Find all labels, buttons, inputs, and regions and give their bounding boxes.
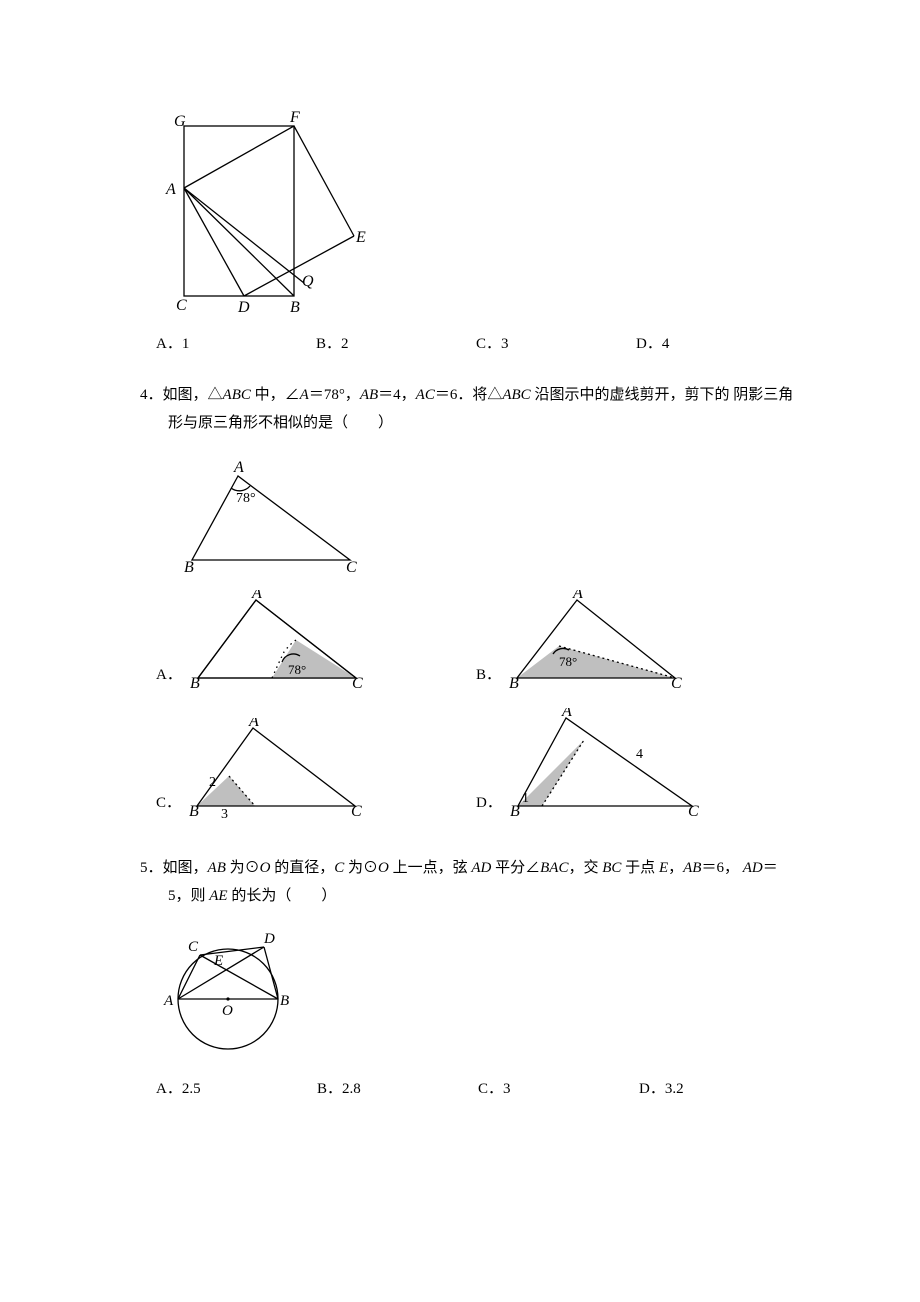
lbl-B: B: [290, 299, 300, 316]
q4-t6: 沿图示中的虚线剪开，剪下的: [531, 387, 730, 403]
lbl-G: G: [174, 113, 186, 130]
q4-t5: ＝6．将△: [435, 387, 503, 403]
q4-optD: D． A B C 1 4: [476, 708, 776, 818]
q5-ad2: AD: [743, 860, 763, 876]
q4-text: 4．如图，△ABC 中，∠A＝78°，AB＝4，AC＝6．将△ABC 沿图示中的…: [140, 381, 800, 438]
q4: 4．如图，△ABC 中，∠A＝78°，AB＝4，AC＝6．将△ABC 沿图示中的…: [140, 381, 800, 836]
q5-t12: 的长为（ ）: [228, 888, 337, 904]
q4m-B: B: [184, 559, 194, 576]
q4C-C: C: [351, 803, 362, 818]
q4-optD-label: D．: [476, 789, 502, 818]
q5-ab1: AB: [208, 860, 226, 876]
q4A-C: C: [352, 675, 363, 690]
q5f-E: E: [213, 953, 223, 969]
q4-optA: A． A B C 78°: [156, 590, 476, 690]
q5-o1: O: [260, 860, 271, 876]
q4D-A: A: [561, 708, 572, 720]
q4-ac: AC: [416, 387, 435, 403]
q4A-A: A: [251, 590, 262, 602]
q4-t2: 中，∠: [251, 387, 300, 403]
q4C-3: 3: [221, 807, 228, 818]
q4-abc1: ABC: [223, 387, 251, 403]
q5f-C: C: [188, 939, 199, 955]
q5-bac: BAC: [540, 860, 568, 876]
q4-optC-label: C．: [156, 789, 181, 818]
q4-ab: AB: [360, 387, 378, 403]
q4D-C: C: [688, 803, 699, 818]
q4C-2: 2: [209, 775, 216, 790]
q4-num: 4．: [140, 387, 163, 403]
q4A-B: B: [190, 675, 200, 690]
q5-t1: 如图，: [163, 860, 208, 876]
q3-opt-B: B．2: [316, 330, 476, 359]
q4D-1: 1: [522, 791, 529, 806]
q5-ab2: AB: [683, 860, 701, 876]
q3-opt-A: A．1: [156, 330, 316, 359]
q5-text: 5．如图，AB 为⊙O 的直径，C 为⊙O 上一点，弦 AD 平分∠BAC，交 …: [140, 854, 800, 911]
q5-figure: A B C D E O: [156, 927, 800, 1057]
q5-t4: 为⊙: [344, 860, 378, 876]
lbl-A: A: [165, 181, 176, 198]
q4-optB-label: B．: [476, 661, 501, 690]
q5-opt-C: C．3: [478, 1075, 639, 1104]
q4-optC: C． A B C 2 3: [156, 708, 476, 818]
q3-figure: G F A E C D B Q: [156, 108, 800, 318]
q4B-C: C: [671, 675, 682, 690]
q5-t6: 平分∠: [491, 860, 540, 876]
q4C-A: A: [248, 718, 259, 730]
q5-opt-D: D．3.2: [639, 1075, 800, 1104]
q3-opt-C: C．3: [476, 330, 636, 359]
q5f-B: B: [280, 993, 289, 1009]
q5-opt-B: B．2.8: [317, 1075, 478, 1104]
q5f-O: O: [222, 1003, 233, 1019]
q5-t10: ＝6，: [701, 860, 739, 876]
q5-e: E: [659, 860, 668, 876]
q5-t8: 于点: [621, 860, 659, 876]
q3-options: A．1 B．2 C．3 D．4: [156, 330, 800, 359]
q4A-angle: 78°: [288, 662, 306, 677]
q4-t1: 如图，△: [163, 387, 223, 403]
q5f-D: D: [263, 931, 275, 947]
q5-t3: 的直径，: [270, 860, 334, 876]
q5-c: C: [334, 860, 344, 876]
lbl-E: E: [355, 229, 366, 246]
q4B-B: B: [509, 675, 519, 690]
q5-t9: ，: [668, 860, 683, 876]
q5-t5: 上一点，弦: [389, 860, 472, 876]
q4m-angle: 78°: [236, 491, 256, 506]
q4-main-fig: A B C 78°: [180, 458, 800, 578]
q5-t7: ，交: [568, 860, 602, 876]
q4C-B: B: [189, 803, 199, 818]
q4-abc2: ABC: [502, 387, 530, 403]
q4-optB: B． A B C 78°: [476, 590, 776, 690]
q5-options: A．2.5 B．2.8 C．3 D．3.2: [156, 1075, 800, 1104]
q4-t3: ＝78°，: [309, 387, 360, 403]
q4-options: A． A B C 78°: [156, 590, 800, 836]
lbl-C: C: [176, 297, 187, 314]
q5-ad1: AD: [471, 860, 491, 876]
lbl-F: F: [289, 109, 300, 126]
q5-opt-A: A．2.5: [156, 1075, 317, 1104]
q4-a: A: [300, 387, 309, 403]
q4-optA-label: A．: [156, 661, 182, 690]
q5f-A: A: [163, 993, 174, 1009]
q5-ae: AE: [209, 888, 227, 904]
q4m-C: C: [346, 559, 357, 576]
q4m-A: A: [233, 459, 244, 476]
lbl-Q: Q: [302, 273, 314, 290]
q4D-4: 4: [636, 747, 643, 762]
q4D-B: B: [510, 803, 520, 818]
q5-bc: BC: [602, 860, 621, 876]
q5-t2: 为⊙: [226, 860, 260, 876]
page-content: G F A E C D B Q A．1 B．2 C．3 D．4 4．如图，△AB…: [0, 0, 920, 1205]
q4B-angle: 78°: [559, 654, 577, 669]
q4-t4: ＝4，: [378, 387, 416, 403]
lbl-D: D: [237, 299, 250, 316]
q5: 5．如图，AB 为⊙O 的直径，C 为⊙O 上一点，弦 AD 平分∠BAC，交 …: [140, 854, 800, 1104]
q5-o2: O: [378, 860, 389, 876]
q3-opt-D: D．4: [636, 330, 796, 359]
q5-num: 5．: [140, 860, 163, 876]
q4B-A: A: [572, 590, 583, 602]
